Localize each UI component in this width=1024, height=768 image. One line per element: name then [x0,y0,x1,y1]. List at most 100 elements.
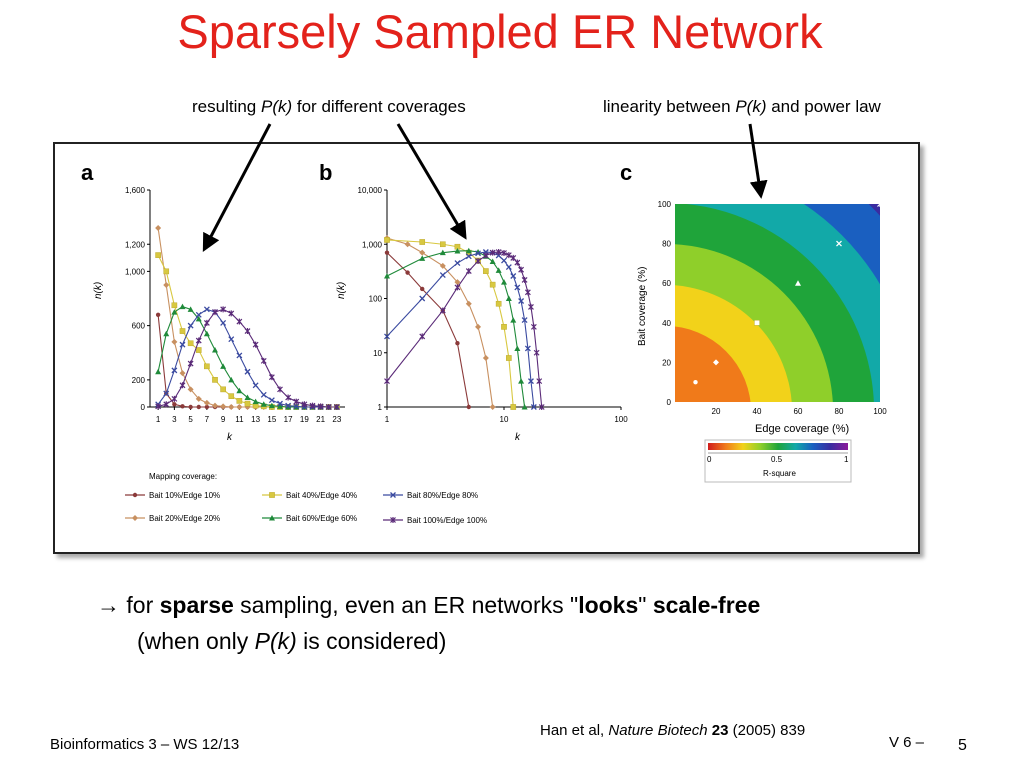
panel-a-data-point [268,374,275,381]
heatmap-marker [795,280,801,286]
panel-a-yticks: 1,600 1,200 1,000 600 200 0 [125,186,150,412]
panel-b-data-point [518,378,525,384]
panel-a-data-point [179,303,186,310]
panel-a-data-point [212,309,218,316]
colorbar-tick-1: 1 [844,455,849,464]
panel-a-data-point [293,403,300,410]
panel-b-data-point [510,404,517,410]
bullet-line-2: (when only P(k) is considered) [97,623,760,659]
panel-a-xtick-label: 1 [156,415,161,424]
panel-a-data-point [285,394,292,401]
panel-a-data-point [252,341,259,348]
panel-a-data-point [236,387,243,394]
panel-a-data-point [187,340,194,347]
colorbar-gradient [708,443,848,450]
panel-a-data-point [180,404,185,409]
panel-a-data-point [187,322,194,329]
panel-b-data-point [495,248,502,255]
panel-a-data-point [301,401,308,408]
panel-b-data-point [489,404,496,410]
panel-a-data-point [155,252,161,258]
legend-marker [132,515,138,521]
panel-b-data-point [465,247,472,254]
panel-b-data-point [419,333,426,340]
panel-a-xtick-label: 11 [235,415,244,424]
panel-a-data-point [317,403,324,410]
panel-a-data-point [236,318,243,325]
panel-b-ytick-label: 100 [369,295,383,304]
panel-b-data-point [518,298,525,304]
panel-a-data-point [333,404,340,410]
annotation-linearity-pre: linearity between [603,97,736,116]
panel-a-xtick-label: 9 [221,415,226,424]
panel-a-data-point [195,315,202,322]
panel-a-data-point [293,398,300,405]
panel-a-data-point [268,402,275,409]
panel-a-data-point [260,357,267,364]
panel-c-ytick-label: 80 [662,240,671,249]
panel-a-data-point [228,336,235,343]
panel-a-data-point [171,367,178,374]
panel-a-ytick-label: 1,000 [125,267,146,276]
colorbar-tick-0: 0 [707,455,712,464]
panel-b-data-point [475,323,482,330]
panel-b-data-point [482,252,489,259]
annotation-linearity: linearity between P(k) and power law [603,97,881,117]
panel-a-data-point [187,306,194,312]
panel-label-c: c [620,160,632,185]
legend-marker [269,492,275,498]
panel-b-data-point [384,272,390,279]
panel-a-series [155,224,340,410]
panel-b-data-point [419,239,426,245]
panel-b-data-point [489,249,496,256]
bullet-arrow: → [97,592,120,618]
panel-c-ytick-label: 0 [667,398,672,407]
panel-a-data-point [220,386,226,393]
panel-b-data-point [439,249,446,256]
panel-a-data-point [155,224,162,231]
panel-a-xtick-label: 23 [332,415,341,424]
panel-b-data-point [489,281,496,288]
legend-label: Bait 60%/Edge 60% [286,514,357,523]
panel-b-ylabel: n(k) [336,282,347,299]
bullet-text-1: for [120,592,160,618]
panel-b-data-point [528,378,534,385]
panel-a-data-point [228,310,235,317]
heatmap-marker [754,319,760,326]
citation-rest: (2005) 839 [728,722,806,739]
panel-b-data-point [501,279,507,285]
panel-a-data-point [163,390,170,397]
panel-a-xtick-label: 3 [172,415,177,424]
panel-a-data-point [244,328,251,335]
panel-b-data-point [528,303,534,310]
panel-b-data-point [514,284,521,291]
panel-a-data-point [309,402,316,409]
panel-b-data-point [419,249,426,256]
bullet-line2-post: is considered) [296,628,447,654]
panel-b-data-point [501,249,507,256]
panel-a-data-point [171,302,178,309]
panel-b-data-point [518,266,525,273]
slide-title: Sparsely Sampled ER Network [177,5,823,58]
bullet-line2-pre: (when only [137,628,255,654]
panel-a-data-point [325,404,332,410]
citation: Han et al, Nature Biotech 23 (2005) 839 [540,722,805,739]
legend-label: Bait 10%/Edge 10% [149,491,220,500]
panel-c-xtick-label: 20 [712,407,721,416]
panel-b-data-point [521,404,528,410]
panel-b-ytick-label: 10 [373,349,382,358]
panel-b-data-point [419,255,426,261]
panel-b-yticks: 10,000 1,000 100 10 1 [358,186,387,412]
panel-b-data-point [538,404,545,410]
panel-a-xtick-label: 13 [251,415,260,424]
panel-b-data-point [466,404,471,410]
panel-b-data-point [439,262,446,269]
panel-a-data-point [244,394,251,401]
panel-a-data-point [179,341,186,348]
panel-a-data-point [195,395,202,402]
panel-a-data-point [203,319,210,326]
panel-b-data-point [530,404,537,410]
panel-c-yticks: 100 80 60 40 20 0 [658,200,672,407]
panel-b-ytick-label: 1 [378,403,383,412]
panel-a-data-point [179,370,186,377]
